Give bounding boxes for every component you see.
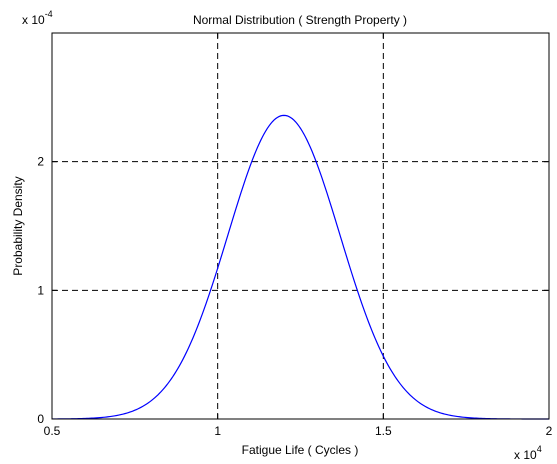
plot-frame bbox=[51, 32, 550, 420]
y-axis: 0 1 2 bbox=[37, 155, 549, 426]
y-tick-label: 2 bbox=[37, 155, 44, 169]
y-tick-label: 0 bbox=[37, 412, 44, 426]
y-multiplier-base: x 10 bbox=[22, 13, 45, 27]
x-tick-label: 0.5 bbox=[44, 424, 61, 438]
x-tick-label: 1.5 bbox=[375, 424, 392, 438]
x-tick-label: 1 bbox=[214, 424, 221, 438]
y-axis-label: Probability Density bbox=[11, 176, 25, 275]
x-axis: 0.5 1 1.5 2 bbox=[44, 33, 553, 438]
y-multiplier: x 10-4 bbox=[22, 9, 53, 27]
x-tick-label: 2 bbox=[546, 424, 553, 438]
x-axis-label: Fatigue Life ( Cycles ) bbox=[242, 443, 359, 457]
grid bbox=[52, 33, 549, 419]
y-tick-label: 1 bbox=[37, 283, 44, 297]
chart-title: Normal Distribution ( Strength Property … bbox=[193, 13, 407, 27]
x-multiplier: x 104 bbox=[514, 444, 542, 462]
series-line bbox=[52, 114, 549, 420]
y-multiplier-exponent: -4 bbox=[45, 9, 53, 19]
x-multiplier-exponent: 4 bbox=[537, 444, 542, 454]
x-multiplier-base: x 10 bbox=[514, 448, 537, 462]
plot-area bbox=[52, 33, 549, 419]
